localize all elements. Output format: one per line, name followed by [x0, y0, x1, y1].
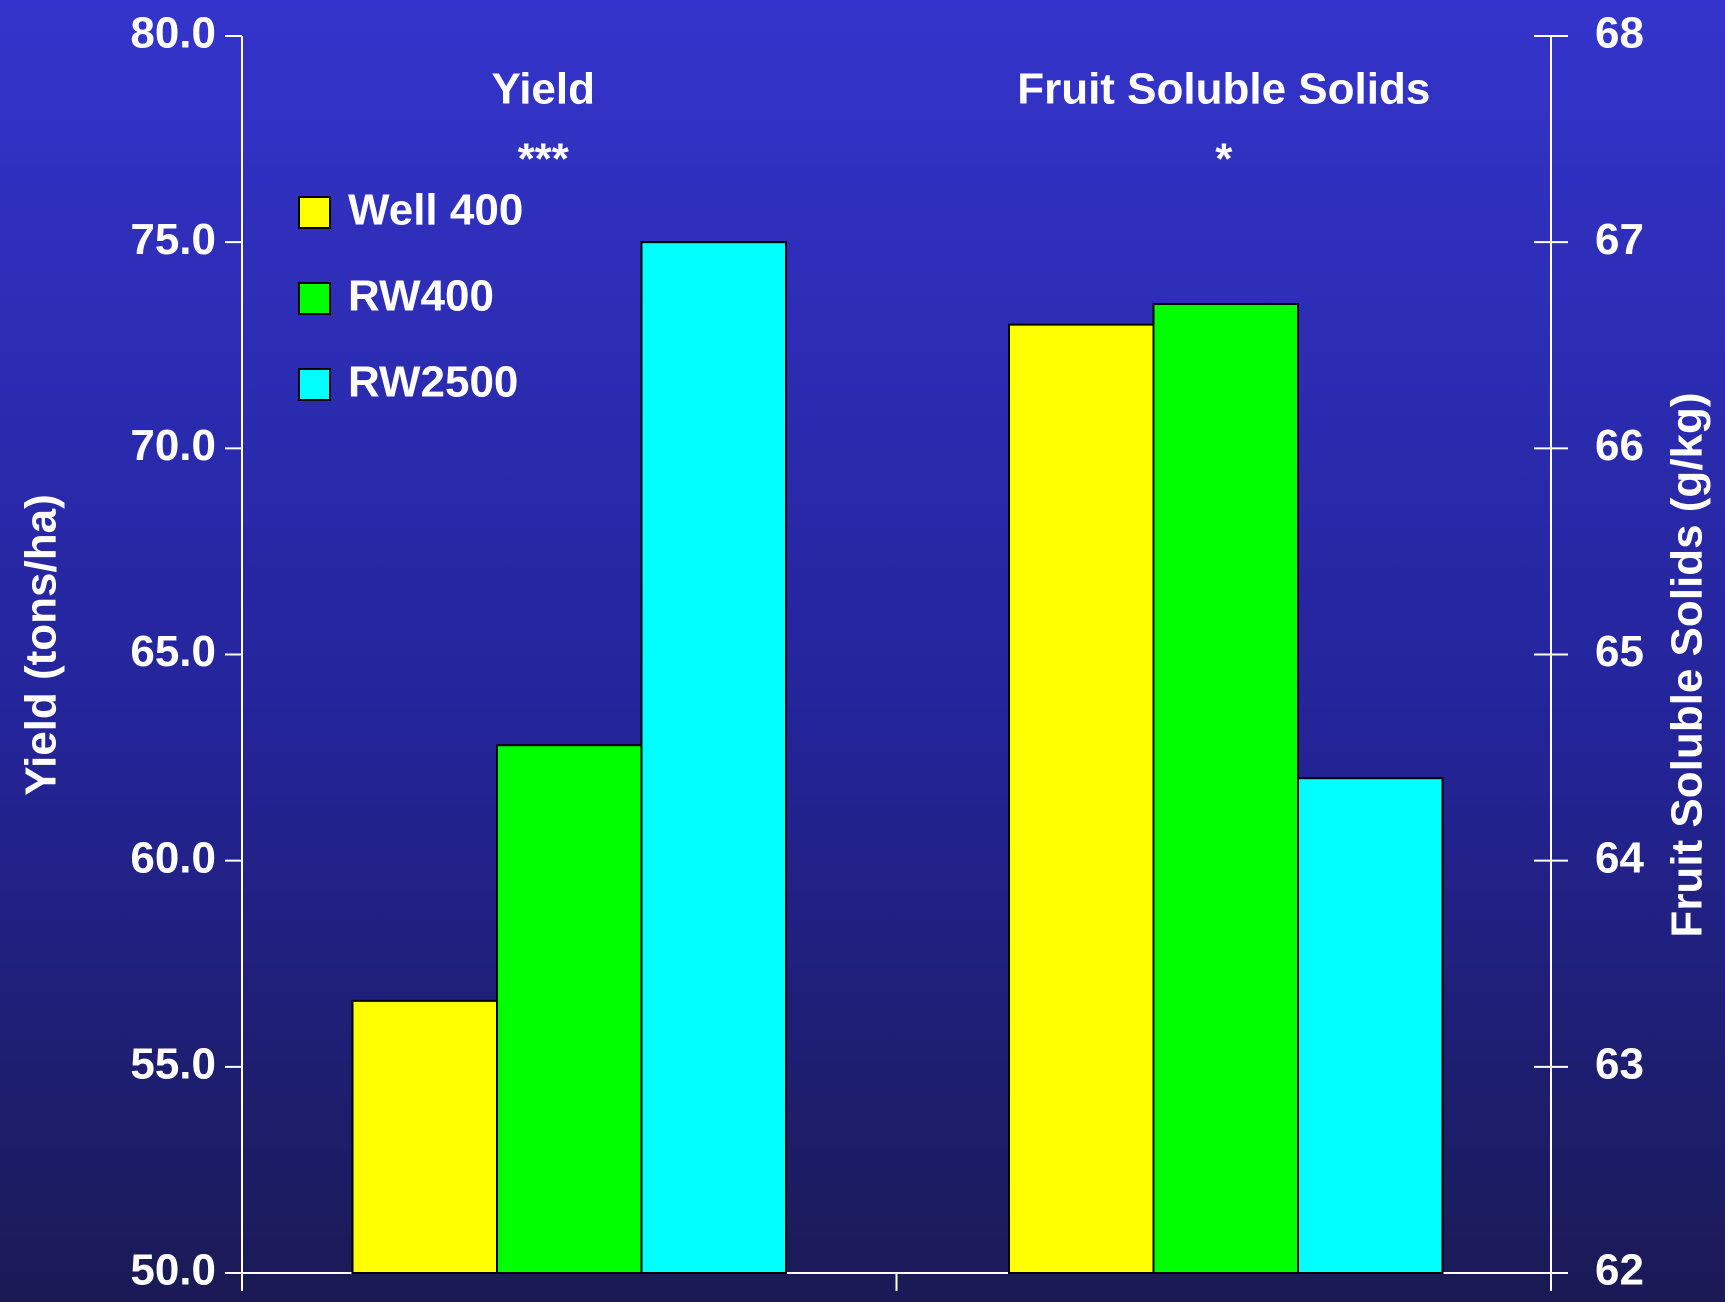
bar: [351, 999, 498, 1274]
y2-tick-label: 68: [1595, 9, 1644, 58]
y-tick-label: 80.0: [130, 9, 216, 58]
legend-label: RW400: [348, 272, 494, 321]
bar: [496, 744, 643, 1274]
bar: [1008, 323, 1155, 1274]
y2-tick-label: 64: [1595, 833, 1644, 882]
y2-tick-label: 65: [1595, 627, 1644, 676]
legend-swatch: [298, 368, 331, 401]
bar: [1297, 777, 1444, 1274]
y-tick-label: 50.0: [130, 1246, 216, 1295]
y2-tick-label: 66: [1595, 421, 1644, 470]
y-axis-title: Yield (tons/ha): [17, 494, 66, 796]
legend-label: RW2500: [348, 358, 518, 407]
group-title: Fruit Soluble Solids: [1017, 65, 1430, 114]
bar: [640, 241, 787, 1275]
legend-swatch: [298, 196, 331, 229]
y2-axis-title: Fruit Soluble Solids (g/kg): [1663, 392, 1712, 937]
y-tick-label: 70.0: [130, 421, 216, 470]
y-tick-label: 60.0: [130, 833, 216, 882]
y2-tick-label: 63: [1595, 1039, 1644, 1088]
bar: [1152, 303, 1299, 1274]
y2-tick-label: 62: [1595, 1246, 1644, 1295]
significance: *: [1215, 135, 1233, 184]
legend-swatch: [298, 282, 331, 315]
y-tick-label: 65.0: [130, 627, 216, 676]
y-tick-label: 55.0: [130, 1039, 216, 1088]
legend-label: Well 400: [348, 186, 523, 235]
y-tick-label: 75.0: [130, 215, 216, 264]
group-title: Yield: [491, 65, 595, 114]
y2-tick-label: 67: [1595, 215, 1644, 264]
significance: ***: [518, 135, 570, 184]
